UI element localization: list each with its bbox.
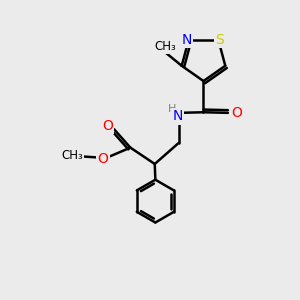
Text: O: O: [231, 106, 242, 120]
Text: N: N: [172, 110, 183, 123]
Text: O: O: [102, 119, 113, 133]
Text: O: O: [98, 152, 109, 166]
Text: CH₃: CH₃: [61, 149, 83, 162]
Text: S: S: [215, 32, 224, 46]
Text: N: N: [182, 32, 192, 46]
Text: H: H: [167, 104, 176, 114]
Text: CH₃: CH₃: [154, 40, 176, 53]
